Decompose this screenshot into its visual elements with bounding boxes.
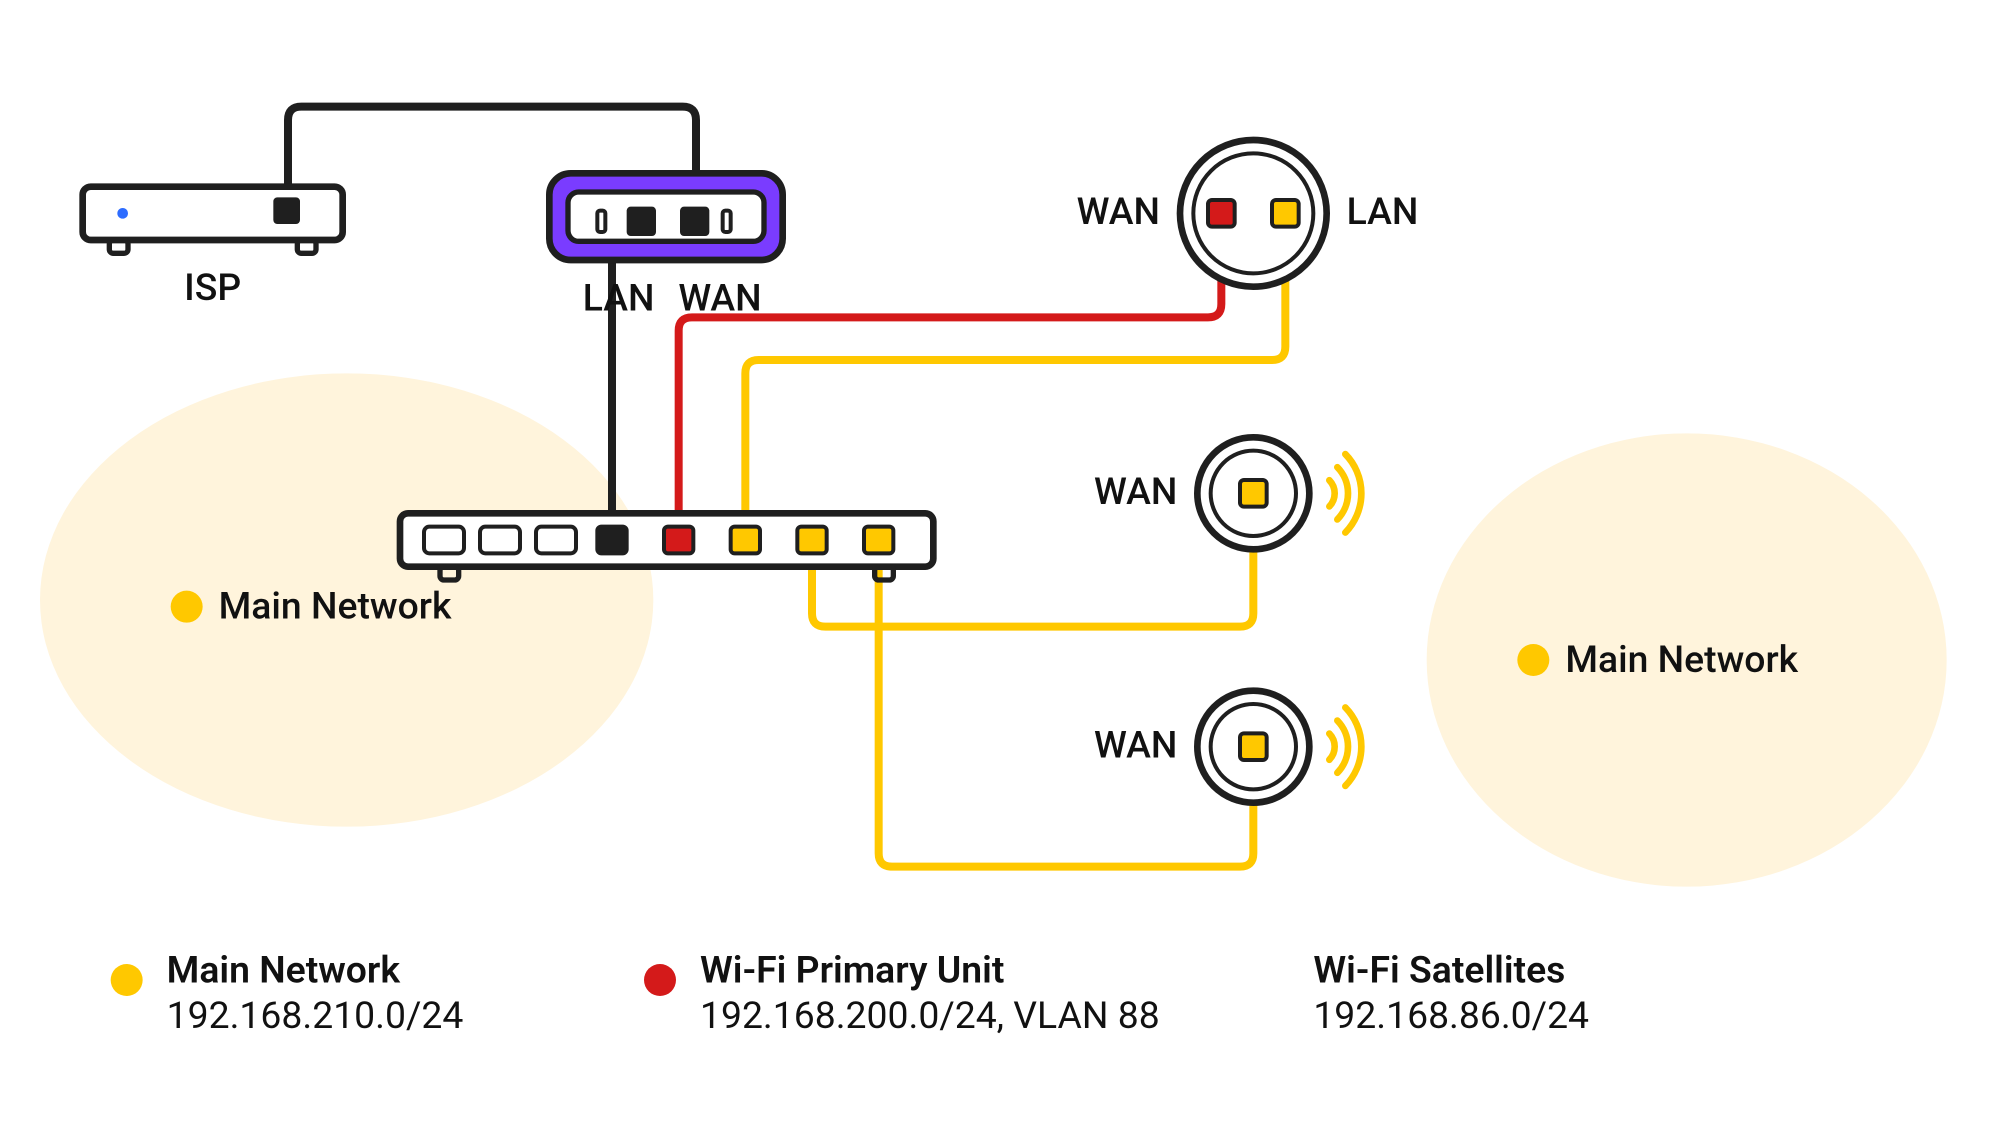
legend-title: Main Network (167, 949, 401, 993)
cable (879, 543, 1254, 867)
legend-sub: 192.168.200.0/24, VLAN 88 (700, 994, 1160, 1038)
switch-port-yellow3 (864, 527, 893, 554)
isp-label: ISP (184, 266, 241, 310)
router-lan-label: LAN (583, 277, 655, 321)
ap-port (1240, 733, 1267, 760)
zone-dot-icon (171, 591, 203, 623)
ap-port-label: LAN (1347, 190, 1419, 234)
access-point: WAN (1094, 437, 1361, 549)
zone-dot-icon (1517, 644, 1549, 676)
switch-port-red (664, 527, 693, 554)
router-wan-label: WAN (678, 277, 761, 321)
switch-port-yellow1 (731, 527, 760, 554)
legend-dot-icon (111, 964, 143, 996)
ap-port-label: WAN (1094, 470, 1177, 514)
zone-label: Main Network (219, 585, 452, 629)
ap-port-label: WAN (1077, 190, 1160, 234)
wifi-arc-icon (1329, 480, 1334, 506)
legend-sub: 192.168.86.0/24 (1313, 994, 1589, 1038)
ap-port (1272, 200, 1299, 227)
ap-port (1240, 480, 1267, 507)
isp-modem: ISP (83, 187, 343, 310)
switch-port-uplink (597, 527, 626, 554)
legend-sub: 192.168.210.0/24 (167, 994, 464, 1038)
access-point: WAN (1094, 691, 1361, 803)
ap-port (1208, 200, 1235, 227)
switch (400, 513, 933, 580)
switch-port-yellow2 (797, 527, 826, 554)
wifi-arc-icon (1337, 721, 1348, 773)
wifi-arc-icon (1329, 734, 1334, 760)
zone-label: Main Network (1565, 638, 1798, 682)
legend: Main Network192.168.210.0/24 Wi-Fi Primar… (111, 949, 1589, 1038)
access-point: WAN LAN (1077, 140, 1419, 287)
network-diagram: ISPLANWANWANLANWANWANMain NetworkMain Ne… (0, 0, 2000, 1148)
ap-port-label: WAN (1094, 723, 1177, 767)
legend-title: Wi-Fi Satellites (1313, 949, 1565, 993)
router: LAN WAN (549, 173, 782, 320)
legend-title: Wi-Fi Primary Unit (700, 949, 1004, 993)
legend-dot-icon (644, 964, 676, 996)
wifi-arc-icon (1337, 467, 1348, 519)
